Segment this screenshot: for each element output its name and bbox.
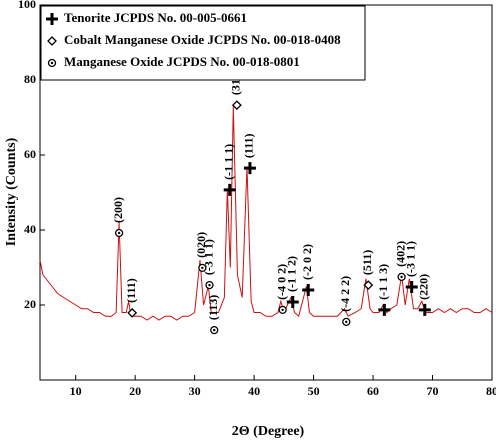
legend-label: Manganese Oxide JCPDS No. 00-018-0801 [64, 54, 300, 69]
circle-dot [400, 275, 403, 279]
circle-dot [117, 231, 121, 235]
diamond-marker [363, 280, 374, 291]
circle-marker [205, 280, 214, 290]
plus-marker [378, 303, 391, 316]
y-tick-label: 100 [18, 0, 36, 11]
circle-marker [47, 58, 57, 68]
x-tick-label: 10 [70, 384, 82, 398]
x-tick-label: 70 [427, 384, 439, 398]
x-tick-label: 20 [129, 384, 141, 398]
legend-label: Tenorite JCPDS No. 00-005-0661 [64, 10, 247, 25]
peak-label: (-1 1 1) [221, 144, 235, 180]
legend-label: Cobalt Manganese Oxide JCPDS No. 00-018-… [64, 32, 341, 47]
plus-marker [418, 303, 431, 316]
y-axis-label: Intensity (Counts) [4, 137, 19, 246]
y-tick-label: 80 [24, 72, 36, 86]
peak-label: (111) [242, 133, 256, 158]
circle-dot [281, 308, 284, 312]
peak-label: (220) [417, 274, 431, 300]
diamond-marker [127, 307, 138, 318]
circle-marker [114, 228, 124, 238]
circle-marker [397, 272, 406, 282]
plus-marker [405, 281, 418, 293]
x-tick-label: 60 [367, 384, 379, 398]
legend-box [40, 5, 366, 81]
circle-marker [198, 263, 207, 273]
circle-dot [345, 320, 348, 324]
peak-label: (-3 1 1) [403, 241, 417, 277]
peak-label: (111) [124, 278, 138, 303]
peak-label: (113) [206, 295, 220, 320]
peak-label: (-2 0 2) [300, 244, 314, 280]
plus-marker [223, 183, 236, 196]
xrd-line [39, 106, 493, 321]
x-tick-label: 30 [189, 384, 201, 398]
diamond-marker [231, 100, 242, 111]
peak-label: (-1 1 3) [376, 264, 390, 300]
x-tick-label: 40 [248, 384, 260, 398]
x-tick-label: 50 [308, 384, 320, 398]
peak-label: (511) [360, 250, 374, 275]
circle-marker [210, 325, 219, 335]
y-tick-label: 60 [24, 147, 36, 161]
plus-marker [286, 296, 299, 308]
circle-dot [50, 61, 54, 65]
peak-label: (-1 1 2) [285, 256, 299, 292]
diamond-marker [47, 36, 57, 46]
circle-marker [278, 305, 287, 315]
y-tick-label: 20 [24, 297, 36, 311]
peak-label: (-4 2 2) [338, 276, 352, 312]
y-tick-label: 40 [24, 222, 36, 236]
peak-label: (020) [194, 232, 208, 258]
x-axis-label: 2Θ (Degree) [232, 424, 305, 439]
peak-label: (402) [393, 241, 407, 267]
peak-label: (-3 1 1) [201, 239, 215, 275]
plus-marker [302, 284, 315, 296]
circle-dot [208, 283, 211, 287]
circle-dot [201, 266, 204, 270]
x-tick-label: 80 [486, 384, 496, 398]
plot-frame [39, 4, 493, 381]
peak-label: (-4 0 2) [274, 264, 288, 300]
circle-marker [342, 317, 351, 327]
plus-marker [46, 13, 58, 25]
plus-marker [243, 162, 256, 175]
circle-dot [213, 328, 216, 332]
peak-label: (200) [111, 197, 125, 223]
